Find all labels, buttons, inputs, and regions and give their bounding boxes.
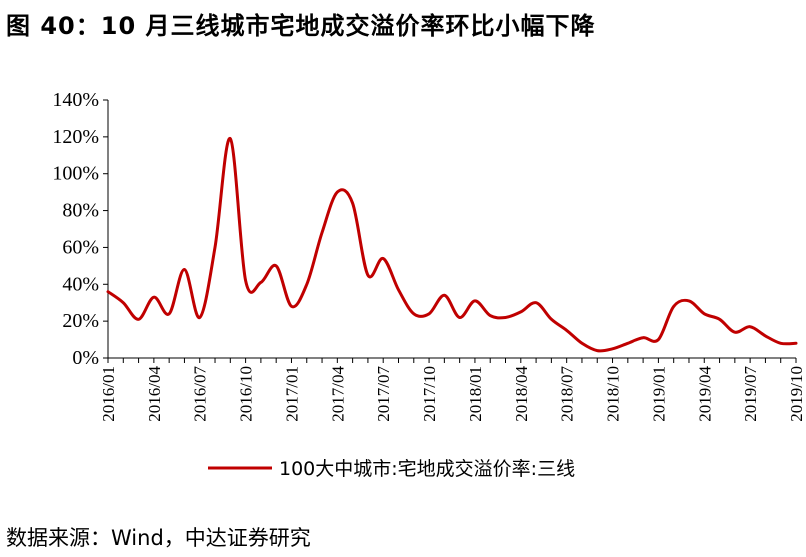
data-point [688,300,689,301]
y-tick-label: 60% [62,236,99,258]
data-point [276,265,277,266]
data-point [123,302,124,303]
data-point [597,350,598,351]
data-point [643,337,644,338]
x-tick-label: 2018/10 [604,366,623,422]
x-tick-label: 2016/10 [237,366,256,422]
x-axis: 2016/01 2016/04 2016/07 2016/10 2017/01 2017/… [99,357,806,422]
data-point [520,311,521,312]
data-point [169,313,170,314]
data-point [505,317,506,318]
data-point [612,348,613,349]
y-tick-label: 80% [62,200,99,222]
data-point [383,258,384,259]
y-tick-label: 100% [52,163,99,185]
series-layer [106,137,798,353]
x-tick-label: 2019/04 [695,366,714,422]
data-point [322,232,323,233]
x-tick-label: 2016/07 [191,366,210,422]
data-point [291,306,292,307]
y-tick-label: 40% [62,273,99,295]
legend: 100大中城市:宅地成交溢价率:三线 [208,458,575,480]
source-note: 数据来源：Wind，中达证券研究 [6,526,311,550]
data-point [490,315,491,316]
legend-label: 100大中城市:宅地成交溢价率:三线 [279,458,575,480]
data-point [230,138,231,139]
data-point [138,319,139,320]
y-tick-label: 120% [52,126,99,148]
data-point [306,284,307,285]
series-line [106,137,798,353]
x-tick-label: 2018/07 [558,366,577,422]
data-point [704,313,705,314]
data-point [551,319,552,320]
data-point [750,326,751,327]
data-point [108,291,109,292]
data-point [444,295,445,296]
x-tick-label: 2017/07 [374,366,393,422]
data-point [673,306,674,307]
data-point [398,289,399,290]
data-point [413,313,414,314]
data-point [780,343,781,344]
data-point [245,280,246,281]
data-point [337,192,338,193]
data-point [199,317,200,318]
y-axis: 0% 20% 40% 60% 80% 100% 120% 140% [52,89,109,369]
x-tick-label: 2017/01 [282,366,301,422]
figure-title: 图 40：10 月三线城市宅地成交溢价率环比小幅下降 [6,12,596,40]
data-point [429,313,430,314]
data-point [352,203,353,204]
x-tick-label: 2019/07 [741,366,760,422]
x-tick-label: 2017/10 [420,366,439,422]
data-point [581,343,582,344]
x-tick-label: 2018/04 [512,366,531,422]
data-point [153,297,154,298]
x-tick-label: 2017/04 [328,366,347,422]
data-point [367,275,368,276]
x-tick-label: 2019/01 [649,366,668,422]
data-point [184,269,185,270]
data-point [765,335,766,336]
data-point [459,317,460,318]
data-point [536,302,537,303]
data-point [215,247,216,248]
data-point [658,339,659,340]
data-point [627,343,628,344]
x-tick-label: 2018/01 [466,366,485,422]
x-tick-label: 2019/10 [787,366,806,422]
data-point [734,332,735,333]
data-point [719,319,720,320]
x-tick-label: 2016/04 [145,366,164,422]
y-tick-label: 140% [52,89,99,111]
x-tick-label: 2016/01 [99,366,118,422]
y-tick-label: 20% [62,310,99,332]
data-point [566,330,567,331]
y-tick-label: 0% [72,347,99,369]
data-point [796,343,797,344]
data-point [474,300,475,301]
line-chart: 0%20%40%60%80%100%120%140% 2016/01 2016/0… [52,89,806,480]
data-point [260,282,261,283]
